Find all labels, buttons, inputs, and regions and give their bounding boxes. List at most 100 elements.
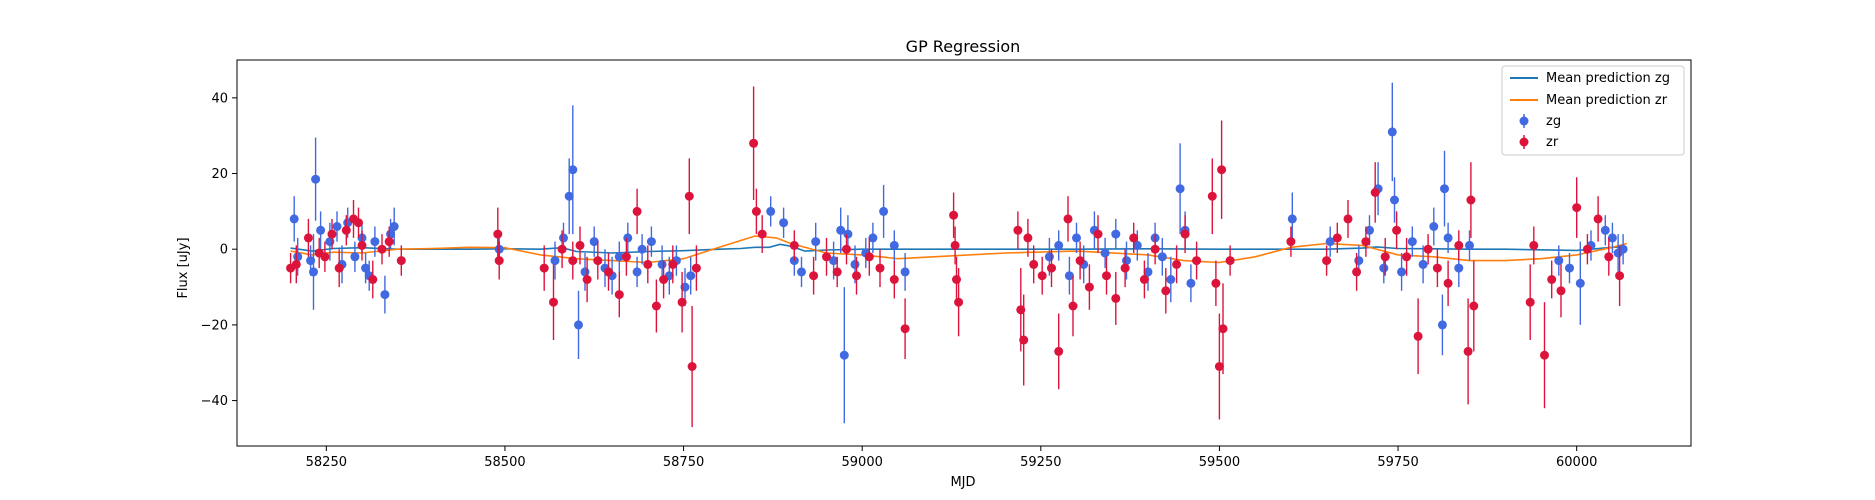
zr-point-10 <box>357 240 367 250</box>
zr-point-57 <box>1029 259 1039 269</box>
zr-point-92 <box>1413 331 1423 341</box>
zg-point-42 <box>811 237 821 247</box>
zg-point-85 <box>1454 263 1464 273</box>
zg-point-24 <box>580 267 590 277</box>
zg-point-25 <box>589 237 599 247</box>
zr-point-51 <box>952 275 961 284</box>
zg-point-20 <box>559 233 568 243</box>
zr-point-107 <box>1593 214 1603 224</box>
chart-title: GP Regression <box>906 37 1021 56</box>
zg-point-53 <box>1044 252 1054 262</box>
zr-point-79 <box>1217 165 1227 175</box>
zr-point-59 <box>1047 263 1056 273</box>
zr-point-76 <box>1207 191 1217 201</box>
zg-point-91 <box>1600 225 1610 235</box>
zr-point-105 <box>1572 203 1582 213</box>
zr-point-20 <box>568 256 578 266</box>
zg-point-59 <box>1100 248 1110 258</box>
zg-point-14 <box>370 237 380 247</box>
zr-point-106 <box>1582 244 1592 254</box>
zg-point-38 <box>766 206 776 216</box>
zr-point-63 <box>1075 256 1085 266</box>
x-tick-label-5: 59500 <box>1199 455 1240 470</box>
zg-point-7 <box>332 222 342 231</box>
zg-point-83 <box>1440 184 1449 194</box>
zr-point-33 <box>684 191 694 201</box>
zg-point-94 <box>1618 244 1628 254</box>
zr-point-60 <box>1054 346 1064 356</box>
zr-point-84 <box>1332 233 1342 243</box>
zr-point-44 <box>852 271 861 281</box>
x-tick-label-1: 58500 <box>484 455 525 470</box>
zr-point-77 <box>1211 278 1221 288</box>
zr-point-28 <box>643 259 653 269</box>
zr-point-25 <box>614 290 624 300</box>
zr-series <box>286 86 1625 428</box>
zr-point-4 <box>320 252 330 262</box>
zr-point-108 <box>1604 252 1614 262</box>
zr-point-81 <box>1225 256 1235 266</box>
zr-point-50 <box>950 240 960 250</box>
zr-point-62 <box>1068 301 1078 311</box>
y-tick-label-0: −40 <box>201 394 228 409</box>
zr-point-102 <box>1540 350 1549 360</box>
zr-point-13 <box>384 237 394 247</box>
zr-point-67 <box>1111 293 1121 303</box>
zg-point-54 <box>1054 240 1064 250</box>
zr-point-68 <box>1120 263 1130 273</box>
zg-point-51 <box>889 240 899 250</box>
zg-point-89 <box>1575 278 1585 288</box>
zg-point-81 <box>1429 222 1439 231</box>
zg-point-82 <box>1437 320 1447 330</box>
zr-point-38 <box>757 229 767 239</box>
zr-point-19 <box>557 244 567 254</box>
zr-point-39 <box>789 240 799 250</box>
zr-point-24 <box>604 267 613 277</box>
zg-point-31 <box>637 244 647 254</box>
zg-point-73 <box>1365 225 1374 235</box>
zr-point-37 <box>751 206 761 216</box>
legend-label-zg: zg <box>1546 114 1561 129</box>
zg-point-23 <box>574 320 583 330</box>
zr-point-80 <box>1218 324 1228 334</box>
legend-swatch-zg <box>1519 116 1529 126</box>
zr-point-46 <box>875 263 885 273</box>
zg-point-62 <box>1132 240 1142 250</box>
zr-point-14 <box>396 256 406 266</box>
zr-point-49 <box>949 210 959 220</box>
zr-point-104 <box>1556 286 1566 296</box>
zg-point-88 <box>1565 263 1574 273</box>
zg-point-15 <box>380 290 390 300</box>
zg-point-21 <box>564 191 574 201</box>
zg-point-60 <box>1111 229 1121 239</box>
zr-point-94 <box>1432 263 1442 273</box>
zg-point-41 <box>797 267 806 277</box>
zg-point-33 <box>657 259 667 269</box>
x-tick-label-7: 60000 <box>1556 455 1597 470</box>
zg-point-44 <box>836 225 846 235</box>
zg-point-65 <box>1157 252 1167 262</box>
zg-point-45 <box>839 350 849 360</box>
zg-point-80 <box>1418 259 1428 269</box>
zr-point-87 <box>1361 237 1371 247</box>
zg-point-10 <box>350 252 360 262</box>
zr-point-61 <box>1063 214 1073 224</box>
zg-point-63 <box>1143 267 1153 277</box>
zr-point-17 <box>539 263 549 273</box>
zg-point-71 <box>1325 237 1335 247</box>
zg-point-66 <box>1166 275 1176 284</box>
zr-point-82 <box>1286 237 1296 247</box>
zg-point-86 <box>1465 240 1474 250</box>
x-tick-label-4: 59250 <box>1020 455 1061 470</box>
zr-point-95 <box>1443 278 1453 288</box>
zr-point-26 <box>621 252 631 262</box>
zr-point-98 <box>1466 195 1476 205</box>
zr-point-35 <box>691 263 701 273</box>
zr-point-45 <box>864 252 874 262</box>
zr-point-48 <box>900 324 910 334</box>
zr-point-58 <box>1037 271 1047 281</box>
zr-point-5 <box>327 229 337 239</box>
zg-point-22 <box>568 165 578 175</box>
zr-point-29 <box>651 301 661 311</box>
